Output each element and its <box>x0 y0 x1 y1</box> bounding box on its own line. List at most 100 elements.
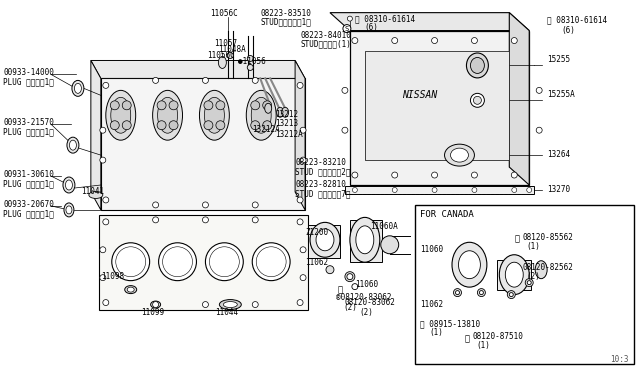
Ellipse shape <box>247 55 253 61</box>
Text: 11041: 11041 <box>81 187 104 196</box>
Circle shape <box>100 247 106 253</box>
Ellipse shape <box>262 121 272 130</box>
Circle shape <box>297 197 303 203</box>
Ellipse shape <box>218 57 227 68</box>
Ellipse shape <box>356 226 374 254</box>
Text: Ⓢ 08310-61614: Ⓢ 08310-61614 <box>547 16 607 25</box>
Ellipse shape <box>110 101 119 110</box>
Ellipse shape <box>74 83 81 93</box>
Ellipse shape <box>216 121 225 130</box>
Ellipse shape <box>470 58 484 73</box>
Text: 13212A: 13212A <box>275 130 303 139</box>
Circle shape <box>536 87 542 93</box>
Text: 15255: 15255 <box>547 55 570 64</box>
Circle shape <box>297 82 303 89</box>
Ellipse shape <box>205 243 243 280</box>
Circle shape <box>252 217 258 223</box>
Text: (2): (2) <box>343 302 357 312</box>
Ellipse shape <box>67 137 79 153</box>
Text: 00931-30610: 00931-30610 <box>3 170 54 179</box>
Circle shape <box>103 197 109 203</box>
Text: 11056C: 11056C <box>211 9 238 17</box>
Text: FOR CANADA: FOR CANADA <box>420 210 474 219</box>
Circle shape <box>392 172 397 178</box>
Polygon shape <box>350 31 529 185</box>
Text: 11060: 11060 <box>355 280 378 289</box>
Ellipse shape <box>163 247 193 277</box>
Ellipse shape <box>458 251 481 279</box>
Text: 13212: 13212 <box>275 110 298 119</box>
Text: 13264: 13264 <box>547 150 570 159</box>
Text: 08223-84010: 08223-84010 <box>300 31 351 39</box>
Ellipse shape <box>64 203 74 217</box>
Circle shape <box>252 77 258 83</box>
Circle shape <box>300 247 306 253</box>
Text: Ⓑ: Ⓑ <box>515 235 519 244</box>
Circle shape <box>103 82 109 89</box>
Circle shape <box>454 289 461 296</box>
Text: (2): (2) <box>360 308 374 317</box>
Text: PLUG プラグ（1）: PLUG プラグ（1） <box>3 179 54 188</box>
Text: 08120-85562: 08120-85562 <box>522 233 573 242</box>
Ellipse shape <box>216 101 225 110</box>
Text: Ⓢ 08310-61614: Ⓢ 08310-61614 <box>355 15 415 24</box>
Circle shape <box>536 127 542 133</box>
Text: 08223-83510: 08223-83510 <box>260 9 311 17</box>
Ellipse shape <box>474 96 481 104</box>
Circle shape <box>509 293 513 296</box>
Circle shape <box>479 291 483 295</box>
Circle shape <box>431 172 438 178</box>
Circle shape <box>326 266 334 274</box>
Ellipse shape <box>152 90 182 140</box>
Circle shape <box>152 217 159 223</box>
Ellipse shape <box>157 101 166 110</box>
Text: Z1200: Z1200 <box>305 228 328 237</box>
Text: 11044: 11044 <box>216 308 239 317</box>
Bar <box>345 186 534 194</box>
Ellipse shape <box>159 243 196 280</box>
Text: 11060: 11060 <box>420 245 443 254</box>
Polygon shape <box>330 13 529 31</box>
Circle shape <box>527 187 532 192</box>
Ellipse shape <box>111 97 131 133</box>
Text: 15255A: 15255A <box>547 90 575 99</box>
Text: 08223-83210: 08223-83210 <box>295 158 346 167</box>
Ellipse shape <box>445 144 474 166</box>
Circle shape <box>342 87 348 93</box>
Ellipse shape <box>251 101 260 110</box>
Ellipse shape <box>452 242 487 287</box>
Circle shape <box>348 16 353 21</box>
Text: PLUG プラグ（1）: PLUG プラグ（1） <box>3 209 54 218</box>
Circle shape <box>527 280 531 285</box>
Ellipse shape <box>343 25 351 33</box>
Text: 11060A: 11060A <box>370 222 397 231</box>
Ellipse shape <box>150 301 161 308</box>
Polygon shape <box>497 260 531 290</box>
Polygon shape <box>350 220 382 262</box>
Polygon shape <box>91 61 101 210</box>
Circle shape <box>347 274 353 280</box>
Ellipse shape <box>262 101 272 110</box>
Circle shape <box>252 302 258 308</box>
Circle shape <box>352 172 358 178</box>
Ellipse shape <box>282 107 289 117</box>
Ellipse shape <box>467 53 488 78</box>
Ellipse shape <box>470 93 484 107</box>
Ellipse shape <box>247 64 253 70</box>
Text: (2): (2) <box>526 272 540 281</box>
Text: 08120-87510: 08120-87510 <box>472 333 524 341</box>
Text: 11056C: 11056C <box>207 51 235 60</box>
Circle shape <box>342 127 348 133</box>
Circle shape <box>508 291 515 299</box>
Text: (6): (6) <box>561 26 575 35</box>
Ellipse shape <box>125 286 137 294</box>
Circle shape <box>202 202 209 208</box>
Text: STUDスタッド(1): STUDスタッド(1) <box>300 39 351 49</box>
Ellipse shape <box>251 121 260 130</box>
Text: 08223-82810: 08223-82810 <box>295 180 346 189</box>
Circle shape <box>202 217 209 223</box>
Text: 00933-14000: 00933-14000 <box>3 68 54 77</box>
Bar <box>415 205 634 364</box>
Circle shape <box>353 187 357 192</box>
Ellipse shape <box>204 97 225 133</box>
